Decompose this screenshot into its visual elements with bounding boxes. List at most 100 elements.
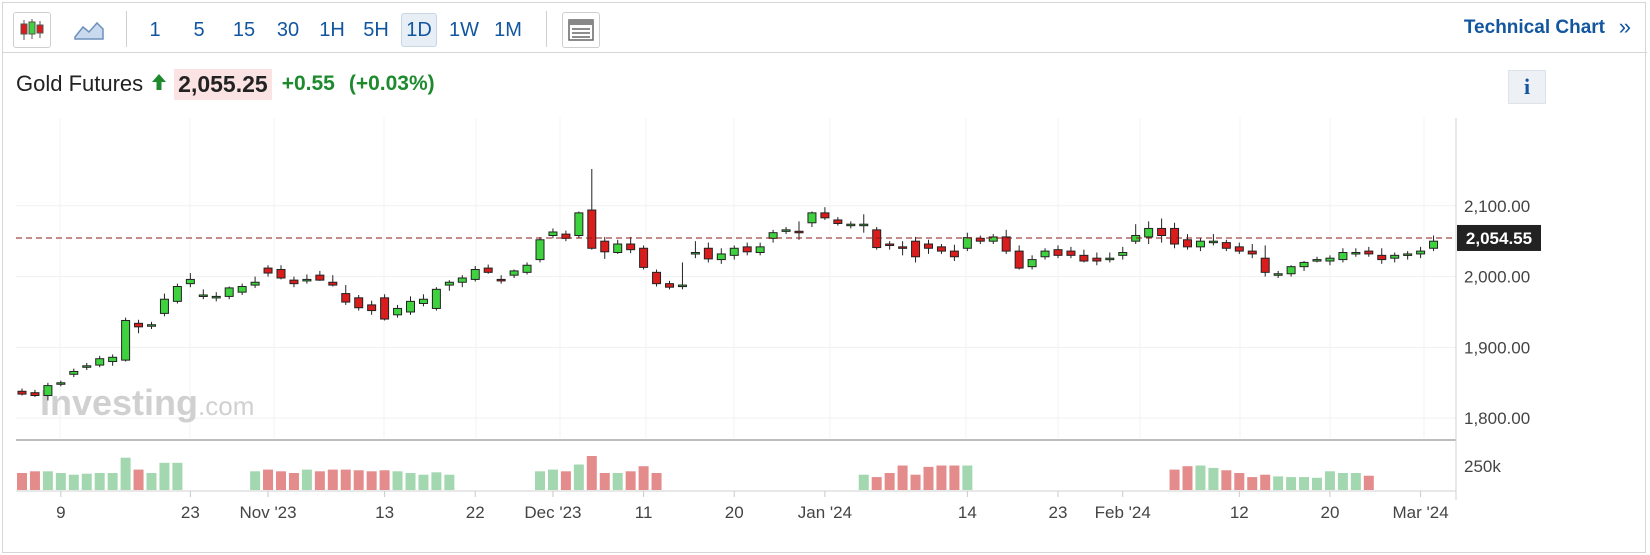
candle-up [1325, 257, 1335, 262]
volume-bar [1312, 477, 1322, 490]
candle-up [1027, 259, 1037, 268]
candle-down [885, 243, 895, 247]
interval-1week[interactable]: 1W [449, 18, 479, 41]
candle-up [522, 264, 532, 273]
candle-up [108, 356, 118, 363]
candle-up [172, 285, 182, 302]
volume-bar [301, 469, 312, 490]
x-tick-label: Mar '24 [1393, 503, 1449, 522]
layout-icon[interactable] [562, 12, 600, 48]
candle-up [224, 287, 234, 297]
volume-bar [1169, 469, 1180, 490]
volume-bar [55, 473, 66, 490]
volume-bar [29, 471, 40, 490]
y-tick-label: 2,000.00 [1464, 268, 1530, 287]
candle-up [1273, 273, 1283, 276]
volume-bar [949, 465, 960, 490]
toolbar: 1 5 15 30 1H 5H 1D 1W 1M Technical Chart… [3, 3, 1647, 53]
interval-1hour[interactable]: 1H [319, 18, 345, 41]
candle-up [444, 281, 454, 286]
candle-up [755, 246, 765, 254]
candlestick-icon[interactable] [13, 12, 51, 48]
interval-1day[interactable]: 1D [401, 13, 437, 47]
candle-down [1260, 257, 1270, 273]
candle-down [380, 297, 390, 320]
candle-up [1416, 250, 1426, 255]
double-chevron-right-icon[interactable]: » [1618, 14, 1631, 39]
interval-1min[interactable]: 1 [149, 18, 161, 41]
volume-bar [560, 471, 571, 490]
candle-up [962, 237, 972, 249]
volume-bar [379, 470, 390, 490]
info-button[interactable]: i [1508, 70, 1546, 104]
candle-up [988, 236, 998, 242]
volume-bar [146, 473, 157, 490]
volume-bar [897, 465, 908, 490]
volume-tick-label: 250k [1464, 457, 1501, 476]
candle-up [846, 223, 856, 227]
candle-up [677, 284, 687, 288]
volume-bar [17, 473, 27, 490]
interval-30min[interactable]: 30 [276, 18, 300, 41]
candle-down [587, 209, 597, 249]
volume-bar [1350, 473, 1361, 490]
watermark-brand: Investing [40, 382, 198, 423]
candle-up [613, 243, 623, 254]
candle-up [302, 278, 312, 282]
volume-bar [288, 473, 299, 490]
area-chart-icon[interactable] [73, 17, 105, 46]
candle-up [406, 300, 415, 313]
candle-down [1170, 227, 1180, 245]
volume-bar [431, 472, 442, 490]
candle-down [665, 283, 674, 288]
candle-up [69, 370, 79, 375]
technical-chart-link[interactable]: Technical Chart [1463, 17, 1605, 38]
candle-up [1338, 252, 1348, 261]
candle-up [393, 307, 403, 316]
volume-bar [962, 465, 973, 490]
candle-up [1351, 252, 1361, 255]
candle-down [626, 243, 636, 251]
candle-down [289, 279, 299, 285]
candle-down [276, 269, 286, 279]
quote-header: Gold Futures 2,055.25 +0.55 (+0.03%) [16, 68, 435, 100]
x-tick-label: Jan '24 [798, 503, 852, 522]
y-tick-label: 1,900.00 [1464, 338, 1530, 357]
candle-up [1312, 259, 1322, 262]
volume-bar [1273, 476, 1284, 490]
candle-down [483, 267, 493, 273]
volume-bar [133, 469, 144, 490]
candle-down [1157, 227, 1167, 237]
volume-bars [17, 456, 1374, 490]
candle-down [354, 297, 364, 309]
candle-down [936, 246, 946, 252]
interval-15min[interactable]: 15 [232, 18, 256, 41]
volume-bar [327, 469, 338, 490]
interval-5hour[interactable]: 5H [363, 18, 389, 41]
candle-down [17, 390, 27, 395]
volume-bar [1208, 467, 1219, 490]
candle-up [1299, 261, 1309, 268]
x-tick-label: 12 [1230, 503, 1249, 522]
interval-1month[interactable]: 1M [494, 18, 522, 41]
volume-bar [599, 473, 610, 490]
volume-bar [1247, 477, 1258, 490]
candle-up [1286, 266, 1296, 275]
x-tick-label: 22 [466, 503, 485, 522]
x-tick-label: 11 [635, 503, 653, 522]
candle-down [911, 240, 921, 258]
candle-up [56, 382, 66, 385]
candle-down [1092, 257, 1102, 262]
x-tick-label: 23 [181, 503, 200, 522]
candle-down [820, 212, 830, 219]
candle-up [457, 277, 467, 283]
candle-up [1429, 240, 1439, 249]
candle-up [509, 270, 519, 276]
candle-down [328, 281, 338, 286]
y-axis: 1,800.00 1,900.00 2,000.00 2,100.00 250k [1464, 197, 1530, 476]
candle-up [729, 247, 739, 256]
interval-5min[interactable]: 5 [193, 18, 205, 41]
volume-bar [547, 469, 558, 490]
candles [17, 168, 1439, 401]
